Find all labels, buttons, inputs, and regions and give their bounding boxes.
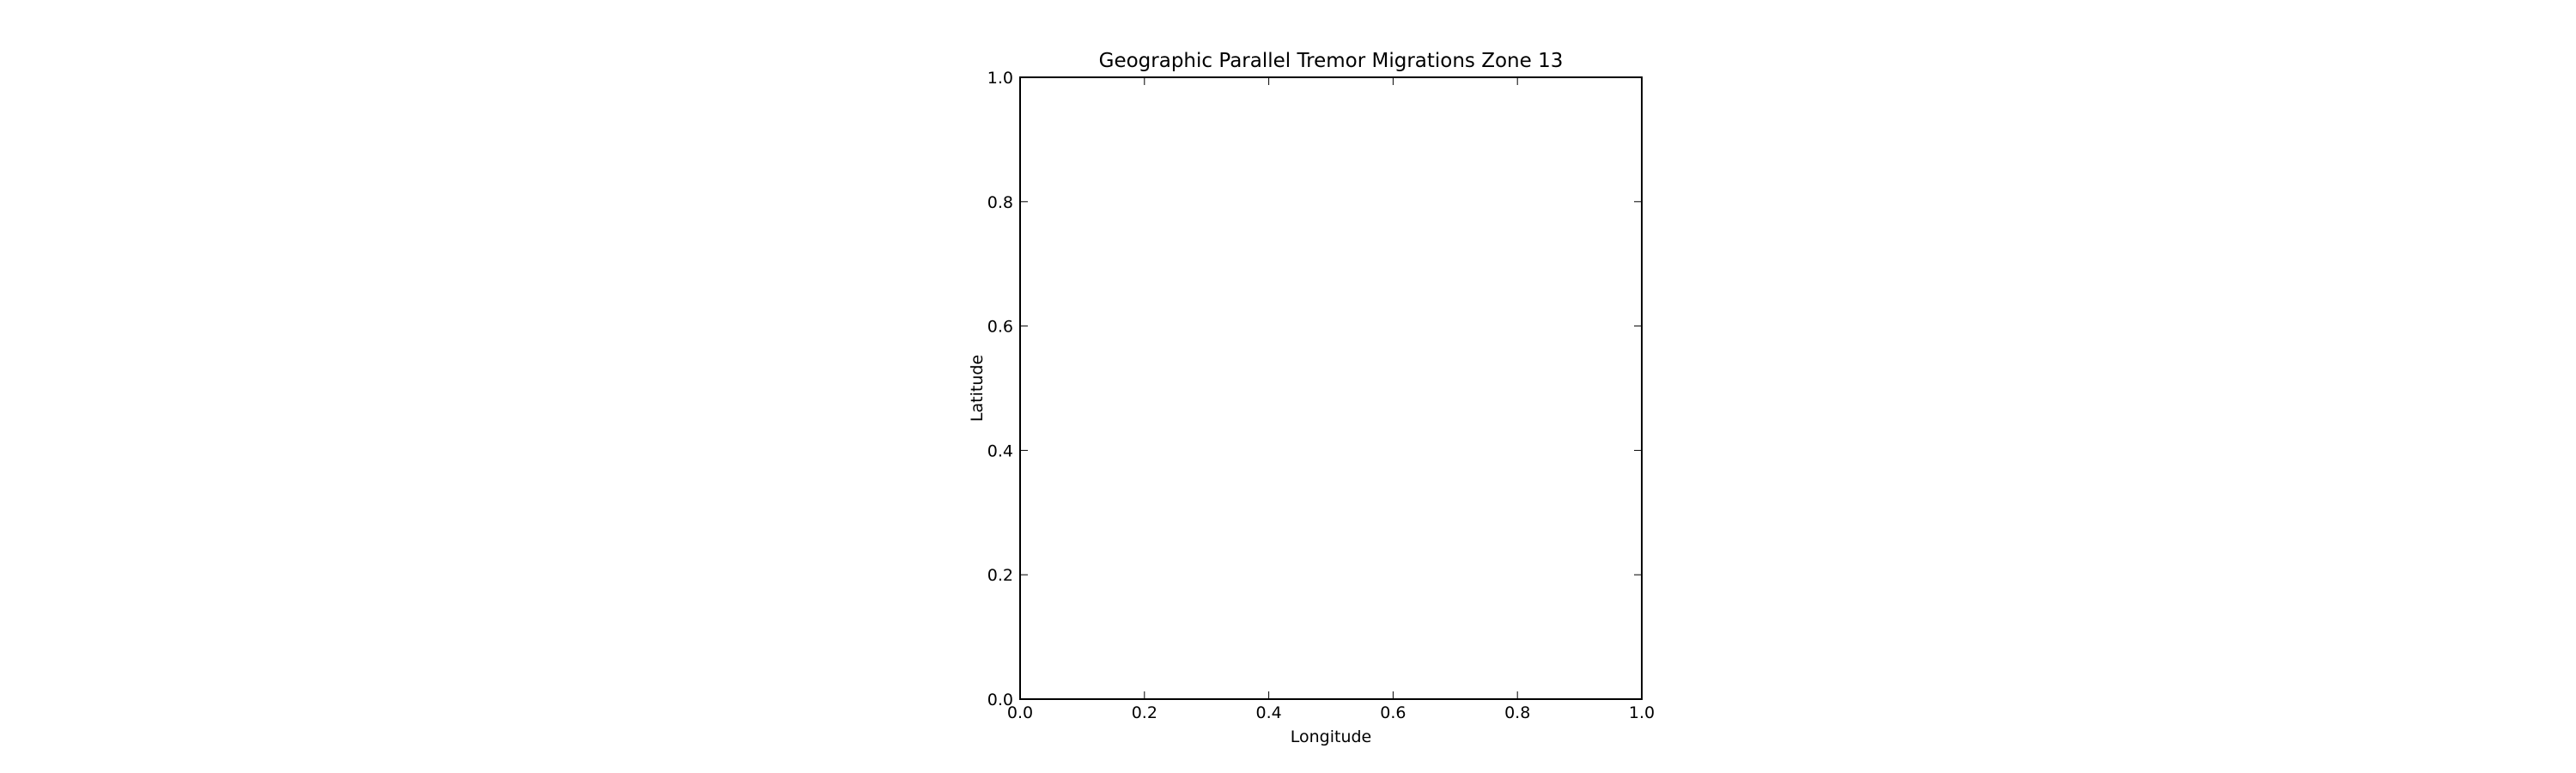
y-axis-label: Latitude [968,355,987,422]
y-axis: 0.0 0.2 0.4 0.6 0.8 1.0 [987,69,1642,709]
x-tick-label: 0.0 [1007,703,1033,722]
x-tick-label: 0.8 [1504,703,1530,722]
x-tick-label: 1.0 [1629,703,1655,722]
x-axis: 0.0 0.2 0.4 0.6 0.8 1.0 [1007,77,1655,722]
x-axis-label: Longitude [1291,727,1372,746]
x-tick-label: 0.2 [1132,703,1157,722]
x-tick-label: 0.6 [1380,703,1406,722]
y-tick-label: 1.0 [987,69,1013,88]
y-tick-label: 0.2 [987,566,1013,585]
y-tick-label: 0.4 [987,441,1013,460]
y-tick-label: 0.0 [987,691,1013,709]
axes-frame [1019,76,1643,700]
plot-area [1019,76,1643,700]
chart-title: Geographic Parallel Tremor Migrations Zo… [1099,50,1564,72]
y-tick-label: 0.8 [987,193,1013,212]
y-tick-label: 0.6 [987,318,1013,337]
x-tick-label: 0.4 [1255,703,1281,722]
